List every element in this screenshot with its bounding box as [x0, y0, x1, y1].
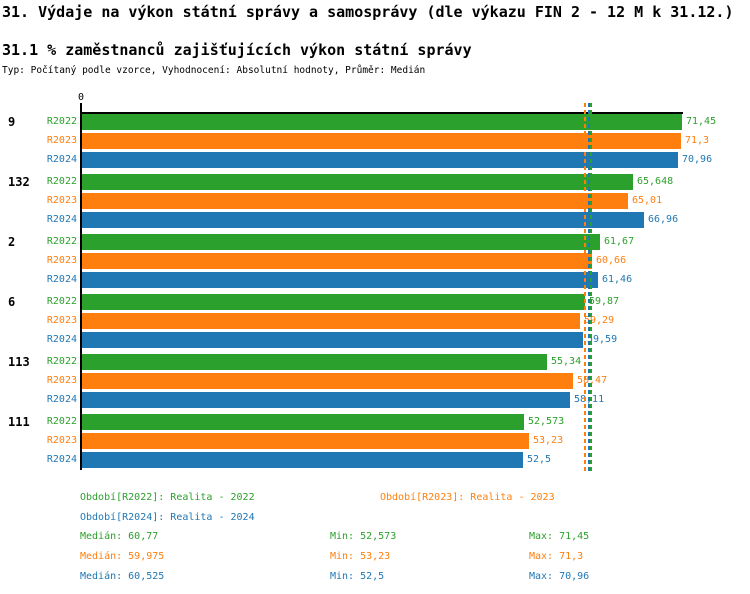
bar-value-label: 65,01: [632, 195, 663, 206]
series-row-label: R2024: [46, 454, 77, 465]
stat-min: Min: 53,23: [330, 551, 391, 562]
bar: [82, 354, 547, 370]
median-line: [590, 103, 592, 474]
series-row-label: R2023: [46, 135, 77, 146]
bar-value-label: 71,3: [685, 135, 710, 146]
zero-tick: [80, 103, 82, 112]
bar: [82, 272, 598, 288]
series-row-label: R2022: [46, 356, 77, 367]
series-row-label: R2024: [46, 334, 77, 345]
series-row-label: R2023: [46, 255, 77, 266]
bar-value-label: 52,5: [527, 454, 552, 465]
legend-item: Období[R2024]: Realita - 2024: [80, 512, 255, 523]
series-row-label: R2024: [46, 274, 77, 285]
stat-max: Max: 71,45: [529, 531, 590, 542]
indicator-subtitle: 31.1 % zaměstnanců zajišťujících výkon s…: [2, 41, 472, 59]
stat-median: Medián: 60,77: [80, 531, 159, 542]
bar-value-label: 65,648: [637, 176, 674, 187]
bar-value-label: 61,46: [602, 274, 633, 285]
bar: [82, 114, 682, 130]
median-line: [584, 103, 586, 474]
bar: [82, 193, 628, 209]
series-row-label: R2022: [46, 236, 77, 247]
series-row-label: R2023: [46, 195, 77, 206]
category-label: 132: [8, 175, 30, 189]
category-label: 111: [8, 415, 30, 429]
bar-value-label: 66,96: [648, 214, 679, 225]
bar: [82, 133, 681, 149]
bar: [82, 253, 592, 269]
page-title: 31. Výdaje na výkon státní správy a samo…: [2, 3, 734, 21]
legend-item: Období[R2023]: Realita - 2023: [380, 492, 555, 503]
median-line: [588, 103, 590, 474]
category-label: 2: [8, 235, 16, 249]
series-row-label: R2023: [46, 315, 77, 326]
stat-max: Max: 71,3: [529, 551, 584, 562]
bar: [82, 313, 580, 329]
bar: [82, 414, 524, 430]
bar-value-label: 59,29: [584, 315, 615, 326]
series-row-label: R2024: [46, 154, 77, 165]
bar: [82, 294, 585, 310]
axis-line-x: [80, 112, 683, 114]
indicator-meta: Typ: Počítaný podle vzorce, Vyhodnocení:…: [2, 65, 426, 76]
bar-value-label: 55,34: [551, 356, 582, 367]
stat-min: Min: 52,573: [330, 531, 397, 542]
bar: [82, 332, 583, 348]
category-label: 6: [8, 295, 16, 309]
bar: [82, 174, 633, 190]
stat-median: Medián: 60,525: [80, 571, 165, 582]
bar: [82, 234, 600, 250]
bar: [82, 373, 573, 389]
bar-value-label: 71,45: [686, 116, 717, 127]
bar-value-label: 53,23: [533, 435, 564, 446]
series-row-label: R2022: [46, 116, 77, 127]
category-label: 113: [8, 355, 30, 369]
bar-value-label: 70,96: [682, 154, 713, 165]
bar: [82, 212, 644, 228]
zero-tick-label: 0: [77, 92, 85, 103]
series-row-label: R2024: [46, 394, 77, 405]
series-row-label: R2023: [46, 375, 77, 386]
bar-value-label: 59,87: [589, 296, 620, 307]
stat-max: Max: 70,96: [529, 571, 590, 582]
bar-value-label: 59,59: [587, 334, 618, 345]
bar: [82, 152, 678, 168]
axis-line-y: [80, 112, 82, 470]
bar: [82, 392, 570, 408]
category-label: 9: [8, 115, 16, 129]
bar: [82, 433, 529, 449]
legend-item: Období[R2022]: Realita - 2022: [80, 492, 255, 503]
series-row-label: R2022: [46, 296, 77, 307]
series-row-label: R2022: [46, 416, 77, 427]
series-row-label: R2024: [46, 214, 77, 225]
bar-value-label: 60,66: [596, 255, 627, 266]
bar-value-label: 52,573: [528, 416, 565, 427]
bar-value-label: 58,47: [577, 375, 608, 386]
stat-min: Min: 52,5: [330, 571, 385, 582]
stat-median: Medián: 59,975: [80, 551, 165, 562]
series-row-label: R2023: [46, 435, 77, 446]
bar: [82, 452, 523, 468]
series-row-label: R2022: [46, 176, 77, 187]
bar-value-label: 61,67: [604, 236, 635, 247]
